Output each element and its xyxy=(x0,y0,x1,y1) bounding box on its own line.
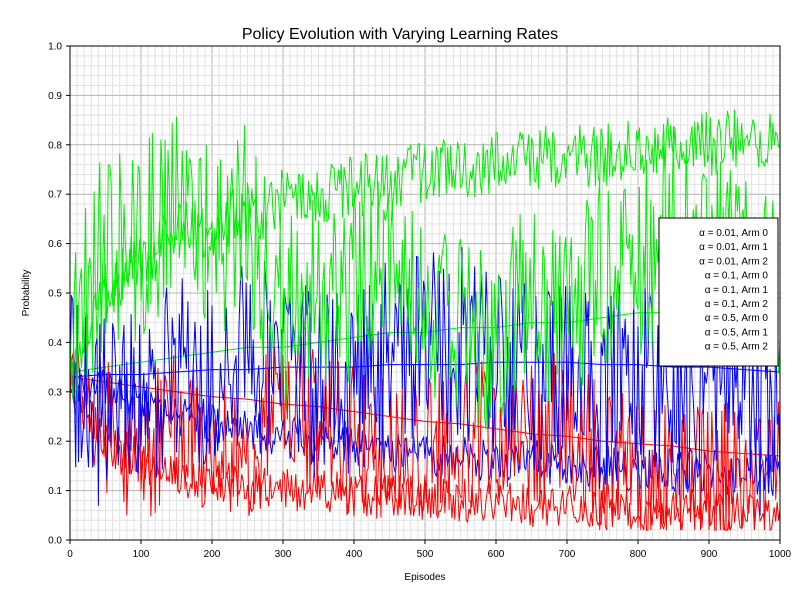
legend-items: α = 0.01, Arm 0 α = 0.01, Arm 1 α = 0.01, … xyxy=(699,228,768,353)
y-tick-label: 0.9 xyxy=(48,91,62,102)
legend-item-label: α = 0.5, Arm 2 xyxy=(705,342,769,353)
legend: α = 0.01, Arm 0 α = 0.01, Arm 1 α = 0.01, … xyxy=(658,217,779,367)
legend-item-label: α = 0.1, Arm 2 xyxy=(705,299,769,310)
series-line xyxy=(69,362,781,496)
series-line xyxy=(69,376,781,457)
y-tick-label: 0.1 xyxy=(48,486,62,497)
y-axis-label: Probability xyxy=(21,270,32,317)
x-axis-label: Episodes xyxy=(404,572,445,583)
y-tick-label: 0.5 xyxy=(48,289,62,300)
axis-ticks: 0 100 200 300 400 500 600 700 800 900 1000 0.0 0.1 0.… xyxy=(48,42,791,561)
series-line xyxy=(69,334,781,531)
legend-item-label: α = 0.1, Arm 0 xyxy=(705,271,769,282)
legend-item-label: α = 0.5, Arm 0 xyxy=(705,313,769,324)
legend-item-label: α = 0.01, Arm 1 xyxy=(699,242,768,253)
series-line xyxy=(69,247,781,516)
y-tick-label: 0.6 xyxy=(48,239,62,250)
y-tick-label: 0.0 xyxy=(48,536,62,547)
x-tick-label: 700 xyxy=(559,549,576,560)
x-tick-label: 500 xyxy=(417,549,434,560)
legend-item-label: α = 0.01, Arm 0 xyxy=(699,228,768,239)
grid xyxy=(70,46,780,540)
y-tick-label: 0.3 xyxy=(48,387,62,398)
y-tick-label: 1.0 xyxy=(48,42,62,53)
legend-item-label: α = 0.5, Arm 1 xyxy=(705,327,769,338)
y-tick-label: 0.2 xyxy=(48,437,62,448)
y-tick-label: 0.4 xyxy=(48,338,62,349)
x-tick-label: 900 xyxy=(701,549,718,560)
x-tick-label: 0 xyxy=(67,549,73,560)
x-tick-label: 400 xyxy=(346,549,363,560)
series-line xyxy=(69,109,781,381)
y-tick-label: 0.7 xyxy=(48,190,62,201)
x-tick-label: 100 xyxy=(133,549,150,560)
chart-title: Policy Evolution with Varying Learning R… xyxy=(242,26,558,43)
x-tick-label: 600 xyxy=(488,549,505,560)
x-tick-label: 200 xyxy=(204,549,221,560)
legend-item-label: α = 0.01, Arm 2 xyxy=(699,256,768,267)
legend-box xyxy=(658,217,779,367)
legend-item-label: α = 0.1, Arm 1 xyxy=(705,285,769,296)
x-tick-label: 1000 xyxy=(769,549,792,560)
y-tick-label: 0.8 xyxy=(48,140,62,151)
x-tick-label: 300 xyxy=(275,549,292,560)
x-tick-label: 800 xyxy=(630,549,647,560)
series-lines xyxy=(69,109,781,532)
